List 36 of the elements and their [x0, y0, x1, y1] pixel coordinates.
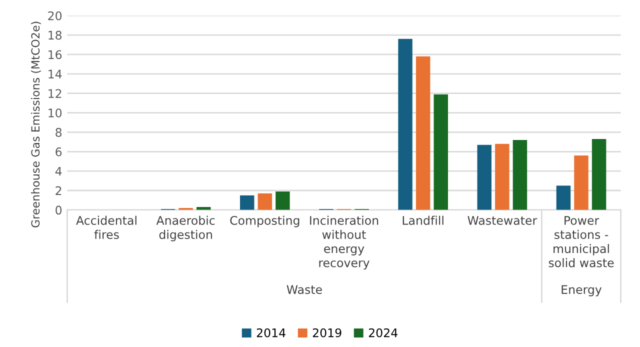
bar	[434, 94, 448, 210]
y-tick-label: 18	[48, 30, 62, 40]
y-tick-label: 14	[48, 70, 62, 78]
text: Waste	[286, 285, 322, 294]
bar	[398, 38, 412, 210]
x-tick-label: Landfill	[402, 216, 444, 225]
y-tick-label: 0	[56, 206, 62, 215]
bar	[477, 144, 492, 210]
bar	[416, 56, 430, 210]
bar	[495, 144, 510, 210]
text: Energy	[562, 285, 602, 296]
x-tick-label: Wastewater	[468, 216, 538, 225]
y-tick-label: 16	[48, 50, 62, 60]
y-tick-label: 4	[55, 166, 62, 176]
y-tick-label: 20	[48, 11, 62, 20]
legend-label: 2024	[368, 328, 398, 338]
legend-label: 2014	[256, 328, 286, 338]
bar	[240, 195, 254, 210]
x-tick-label: Anaerobic digestion	[156, 216, 215, 242]
y-tick-label: 10	[48, 108, 62, 118]
bar	[512, 140, 528, 210]
y-axis-title: Greenhouse Gas Emissions (MtCO2e)	[31, 22, 41, 228]
bar	[556, 186, 571, 210]
x-tick-label: Composting	[230, 216, 300, 228]
y-tick-label: 8	[56, 128, 62, 137]
bar	[574, 156, 588, 210]
legend-label: 2019	[312, 328, 342, 338]
y-tick-label: 2	[56, 186, 62, 195]
bar	[258, 193, 272, 210]
x-tick-label: Incineration without energy recovery	[310, 216, 378, 270]
y-tick-label: 12	[48, 89, 62, 98]
bar	[592, 139, 606, 210]
bar	[276, 191, 290, 210]
y-tick-label: 6	[56, 147, 62, 156]
x-tick-label: Accidental fires	[76, 216, 136, 240]
x-tick-label: Power stations - municipal solid waste	[548, 216, 614, 268]
